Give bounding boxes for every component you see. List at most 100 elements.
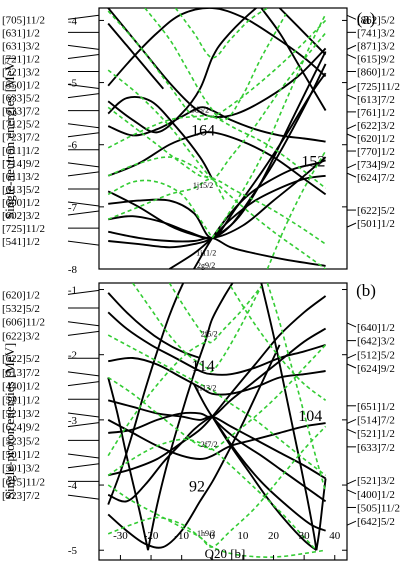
- proton-right-leader: [346, 479, 357, 485]
- proton-x-tick-label: 20: [268, 530, 280, 542]
- proton-left-leader: [67, 453, 100, 459]
- proton-y-tick-label: -2: [68, 350, 77, 362]
- proton-right-orbital-label: [400]1/2: [357, 489, 395, 501]
- neutron-level-dashed-17: [107, 114, 327, 189]
- proton-left-orbital-label: [523]5/2: [2, 435, 40, 447]
- proton-right-orbital-label: [505]11/2: [357, 502, 400, 514]
- proton-level-dashed-23: [107, 376, 317, 551]
- proton-y-tick-label: -3: [68, 415, 78, 427]
- proton-right-orbital-label: [633]7/2: [357, 442, 395, 454]
- proton-right-orbital-label: [640]1/2: [357, 322, 395, 334]
- neutron-left-orbital-label: [633]7/2: [2, 106, 40, 118]
- neutron-left-orbital-label: [714]9/2: [2, 158, 40, 170]
- proton-left-orbital-label: [615]11/2: [2, 476, 45, 488]
- neutron-right-orbital-label: [862]5/2: [357, 14, 395, 26]
- proton-spherical-orbital-label: 1h9/2: [197, 529, 215, 538]
- neutron-right-orbital-label: [613]7/2: [357, 94, 395, 106]
- proton-level-solid-16: [107, 292, 201, 359]
- proton-left-leader: [67, 321, 100, 327]
- proton-left-leader: [67, 371, 100, 377]
- neutron-y-tick-label: -6: [68, 140, 78, 152]
- proton-left-orbital-label: [532]5/2: [2, 303, 40, 315]
- proton-panel-tag: (b): [356, 281, 376, 300]
- neutron-right-orbital-label: [860]1/2: [357, 66, 395, 78]
- proton-left-orbital-label: [613]7/2: [2, 367, 40, 379]
- proton-right-orbital-label: [651]1/2: [357, 401, 395, 413]
- proton-right-leader: [346, 322, 357, 328]
- neutron-level-solid-14: [278, 8, 327, 56]
- proton-y-tick-label: -5: [68, 545, 78, 557]
- neutron-left-leader: [67, 53, 100, 59]
- neutron-left-orbital-label: [705]11/2: [2, 14, 45, 26]
- neutron-left-leader: [67, 210, 100, 216]
- neutron-left-orbital-label: [631]1/2: [2, 27, 40, 39]
- proton-level-dashed-19: [107, 334, 327, 476]
- proton-right-leader: [346, 353, 357, 359]
- proton-left-orbital-label: [440]1/2: [2, 381, 40, 393]
- proton-x-tick-label: 10: [237, 530, 249, 542]
- proton-level-dashed-26: [266, 283, 327, 492]
- neutron-level-dashed-23: [144, 8, 287, 121]
- neutron-spherical-orbital-label: 3d5/2: [191, 105, 209, 114]
- neutron-left-orbital-label: [721]3/2: [2, 66, 40, 78]
- proton-level-solid-6: [107, 419, 326, 460]
- neutron-left-orbital-label: [550]1/2: [2, 80, 40, 92]
- neutron-spherical-orbital-label: 1j15/2: [193, 181, 213, 190]
- neutron-panel: -8-7-6-5-4[705]11/2[631]1/2[631]3/2[721]…: [2, 7, 400, 276]
- neutron-left-orbital-label: [721]1/2: [2, 53, 40, 65]
- neutron-right-orbital-label: [622]5/2: [357, 205, 395, 217]
- neutron-y-tick-label: -7: [68, 202, 78, 214]
- neutron-right-leader: [346, 172, 357, 178]
- proton-right-leader: [346, 520, 357, 526]
- proton-x-tick-label: -20: [144, 530, 159, 542]
- neutron-level-solid-13: [260, 8, 327, 111]
- proton-left-orbital-label: [622]5/2: [2, 353, 40, 365]
- neutron-shell-gap-label: 164: [191, 122, 215, 139]
- neutron-left-leader: [67, 171, 100, 177]
- proton-level-lines: [107, 283, 327, 558]
- proton-spherical-orbital-label: 2f5/2: [201, 329, 218, 338]
- neutron-right-leader: [346, 85, 357, 91]
- neutron-y-tick-label: -5: [68, 78, 78, 90]
- proton-shell-gap-label: 114: [191, 358, 214, 375]
- neutron-right-orbital-label: [615]9/2: [357, 53, 395, 65]
- neutron-level-solid-12: [168, 174, 326, 269]
- proton-y-tick-label: -1: [68, 285, 77, 297]
- proton-level-solid-4: [108, 356, 326, 396]
- neutron-left-leader: [67, 240, 100, 246]
- neutron-left-leader: [67, 14, 100, 20]
- neutron-right-leader: [346, 14, 357, 20]
- proton-left-orbital-label: [624]9/2: [2, 422, 40, 434]
- proton-x-tick-label: 40: [329, 530, 341, 542]
- proton-y-axis-label: Single-proton energies [MeV]: [2, 343, 17, 499]
- neutron-level-solid-5: [107, 131, 327, 196]
- proton-level-solid-14: [260, 283, 318, 551]
- proton-left-leader: [67, 289, 100, 295]
- neutron-left-leader: [67, 201, 100, 207]
- neutron-right-leader: [346, 222, 357, 228]
- proton-level-dashed-17: [132, 283, 263, 373]
- proton-left-leader: [67, 422, 100, 428]
- neutron-y-tick-label: -4: [68, 15, 78, 27]
- neutron-left-leader: [67, 123, 100, 129]
- neutron-right-leader: [346, 124, 357, 130]
- neutron-right-leader: [346, 44, 357, 50]
- proton-right-leader: [346, 363, 357, 369]
- neutron-left-orbital-label: [613]5/2: [2, 184, 40, 196]
- proton-x-tick-label: 30: [299, 530, 311, 542]
- neutron-spherical-orbital-label: 2g9/2: [197, 261, 215, 270]
- neutron-right-orbital-label: [770]1/2: [357, 146, 395, 158]
- neutron-level-dashed-25: [107, 106, 226, 201]
- proton-left-orbital-label: [620]1/2: [2, 289, 40, 301]
- neutron-left-orbital-label: [725]11/2: [2, 223, 45, 235]
- proton-right-orbital-label: [521]3/2: [357, 475, 395, 487]
- neutron-left-orbital-label: [602]3/2: [2, 210, 40, 222]
- proton-level-solid-12: [107, 415, 213, 503]
- proton-right-orbital-label: [512]5/2: [357, 349, 395, 361]
- neutron-level-dashed-21: [107, 179, 213, 239]
- proton-x-tick-label: -30: [113, 530, 128, 542]
- neutron-right-orbital-label: [871]3/2: [357, 40, 395, 52]
- proton-y-tick-label: -4: [68, 480, 78, 492]
- proton-shell-gap-label: 92: [189, 479, 205, 496]
